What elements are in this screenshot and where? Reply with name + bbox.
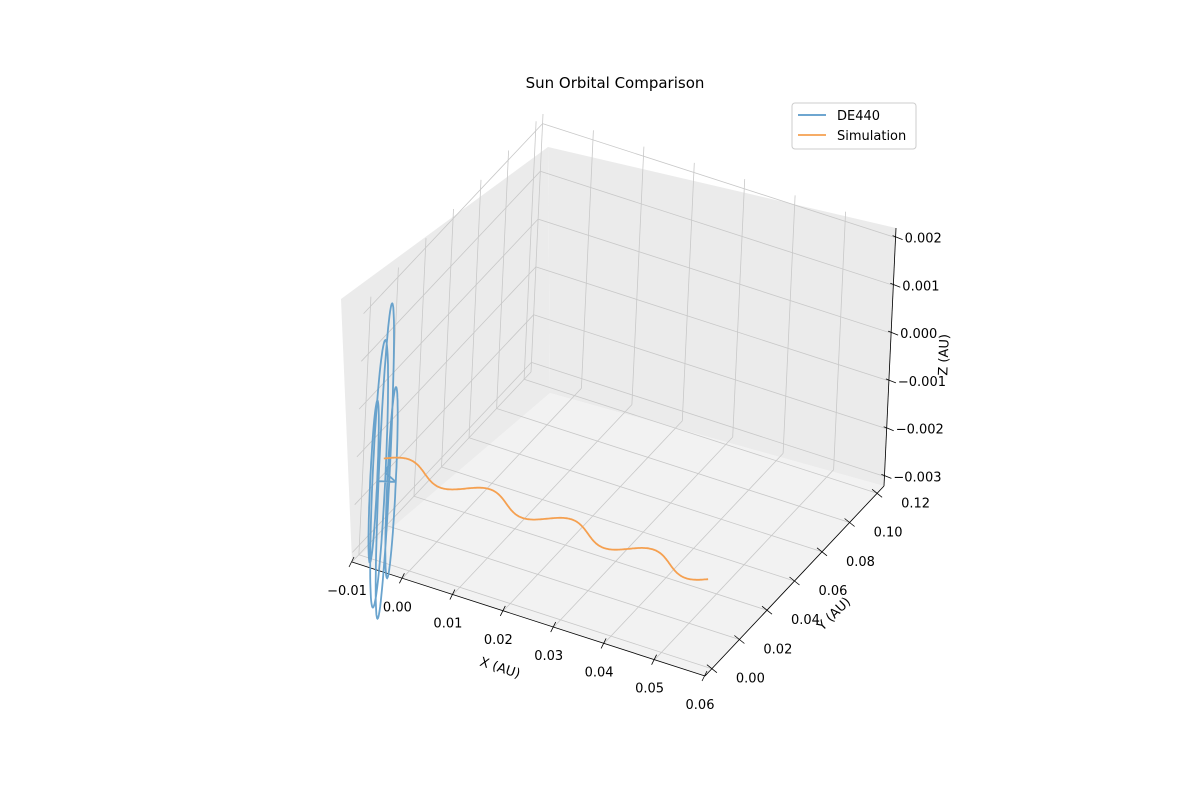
x-tick-mark <box>449 589 456 600</box>
gridline-left-y <box>523 121 537 380</box>
gridline-back-z <box>540 170 894 286</box>
y-tick-mark <box>844 518 855 527</box>
x-axis-line <box>351 561 706 677</box>
gridline-floor-y <box>523 378 878 494</box>
series-de440-line <box>367 302 399 620</box>
gridline-back-z <box>537 218 892 334</box>
x-tick-label: 0.06 <box>686 698 715 713</box>
gridline-back-z <box>531 362 885 477</box>
z-tick-mark <box>890 282 901 288</box>
gridline-left-y <box>441 208 454 468</box>
y-tick-mark <box>871 488 883 498</box>
gridline-back-x <box>631 146 645 405</box>
x-tick-mark <box>600 638 607 649</box>
z-tick-label: 0.002 <box>905 232 942 247</box>
x-tick-label: 0.05 <box>635 682 664 697</box>
y-tick-mark <box>816 547 828 557</box>
legend-label-simulation: Simulation <box>837 129 906 144</box>
gridline-back-z <box>535 266 890 382</box>
legend: DE440 Simulation <box>791 102 917 150</box>
gridline-left-y <box>496 150 509 409</box>
x-tick-mark <box>348 556 355 568</box>
gridline-left-z <box>363 123 543 314</box>
gridline-back-x <box>530 113 544 373</box>
gridline-floor-y <box>413 495 768 611</box>
y-tick-mark <box>789 576 800 586</box>
x-tick-label: −0.01 <box>327 584 367 599</box>
y-tick-label: 0.10 <box>874 526 903 541</box>
z-tick-mark <box>885 378 897 384</box>
x-axis-label: X (AU) <box>478 655 522 682</box>
x-tick-label: 0.03 <box>534 649 563 664</box>
x-tick-mark <box>701 670 708 682</box>
z-tick-label: 0.000 <box>900 327 937 342</box>
gridline-floor-y <box>386 525 740 640</box>
z-tick-mark <box>883 426 894 432</box>
legend-label-de440: DE440 <box>837 109 880 124</box>
z-tick-label: −0.001 <box>898 375 946 390</box>
gridline-left-z <box>361 171 541 362</box>
z-tick-label: −0.002 <box>896 423 944 438</box>
gridline-back-x <box>833 211 846 470</box>
y-tick-label: 0.04 <box>791 613 820 628</box>
x-tick-label: 0.04 <box>585 665 614 680</box>
series-layer <box>367 302 709 620</box>
y-tick-mark <box>734 635 745 644</box>
x-tick-mark <box>550 621 557 633</box>
gridline-left-y <box>358 296 372 555</box>
gridline-left-y <box>468 179 482 438</box>
x-tick-mark <box>499 605 506 617</box>
x-tick-mark <box>651 654 657 665</box>
gridline-back-x <box>732 179 746 438</box>
y-tick-label: 0.00 <box>736 672 765 687</box>
gridline-back-x <box>681 162 695 421</box>
x-tick-label: 0.01 <box>433 617 462 632</box>
chart-title: Sun Orbital Comparison <box>526 74 705 92</box>
gridline-back-x <box>782 195 796 454</box>
z-axis-label: Z (AU) <box>936 334 952 376</box>
y-tick-label: 0.08 <box>846 555 875 570</box>
gridline-left-z <box>354 314 534 505</box>
y-axis-label: Y (AU) <box>814 595 854 635</box>
gridline-floor-y <box>468 437 823 553</box>
z-tick-label: −0.003 <box>893 470 941 485</box>
x-tick-label: 0.00 <box>383 600 412 615</box>
gridline-floor-y <box>441 466 795 582</box>
y-tick-mark <box>761 605 773 615</box>
grid-lines <box>351 113 897 677</box>
gridline-left-y <box>413 238 427 497</box>
series-simulation-line <box>383 456 709 581</box>
z-tick-label: 0.001 <box>902 279 939 294</box>
y-tick-mark <box>706 664 718 674</box>
gridline-back-x <box>581 130 594 389</box>
gridline-back-z <box>533 314 887 430</box>
tick-marks: −0.01 0.00 0.01 0.02 0.03 0.04 0.05 0.06 0.00 0.0… <box>327 232 946 713</box>
y-tick-label: 0.06 <box>819 584 848 599</box>
z-axis-line <box>883 227 897 487</box>
y-tick-label: 0.12 <box>901 496 930 511</box>
z-tick-mark <box>892 235 903 240</box>
y-tick-label: 0.02 <box>763 643 792 658</box>
gridline-floor-y <box>358 554 713 670</box>
x-tick-mark <box>399 573 405 584</box>
z-tick-mark <box>887 330 899 336</box>
z-tick-mark <box>881 474 892 479</box>
gridline-floor-y <box>496 408 850 523</box>
back-wall-pane <box>548 147 896 486</box>
x-tick-label: 0.02 <box>484 633 513 648</box>
gridline-back-z <box>542 123 896 238</box>
